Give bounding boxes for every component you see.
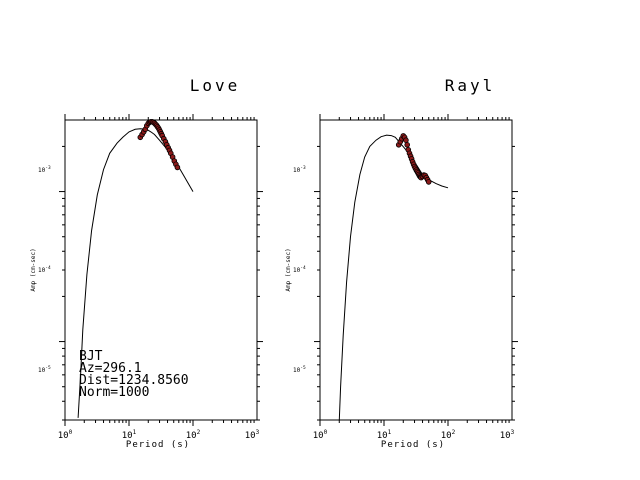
panel-title-love: Love (190, 76, 241, 95)
observed-point (425, 179, 432, 185)
y-tick-label-1e-5: 10-5 (293, 365, 306, 374)
x-tick-label-0: 100 (58, 429, 73, 441)
y-tick-label-1e-3: 10-3 (293, 165, 306, 174)
model-curve (338, 134, 449, 421)
y-axis-label: Amp (cm-sec) (30, 248, 37, 291)
y-tick-label-1e-4: 10-4 (293, 265, 306, 274)
observed-point (174, 164, 181, 171)
distance-text: Dist=1234.8560 (79, 373, 189, 388)
observed-point (404, 142, 411, 148)
observed-point (403, 137, 409, 144)
azimuth-text: Az=296.1 (79, 361, 142, 376)
x-axis-label: Period (s) (126, 440, 190, 450)
panel-title-rayl: Rayl (445, 76, 496, 95)
rayl-panel: Rayl 100 101 102 103 10-3 10-4 10-5 Peri… (285, 76, 518, 450)
y-tick-label-1e-5: 10-5 (38, 365, 51, 374)
y-axis-label: Amp (cm-sec) (285, 248, 292, 291)
norm-text: Norm=1000 (79, 385, 149, 400)
axis-ticks (314, 114, 518, 426)
x-tick-label-0: 100 (313, 429, 328, 441)
station-name: BJT (79, 349, 103, 364)
x-tick-label-3: 103 (245, 429, 260, 441)
observed-points (137, 119, 181, 171)
observed-points (395, 133, 432, 185)
y-tick-label-1e-4: 10-4 (38, 265, 51, 274)
axis-ticks (59, 114, 263, 426)
model-curve-line (338, 134, 449, 421)
x-axis-label: Period (s) (381, 440, 445, 450)
love-panel: Love 100 101 102 103 10-3 10-4 10-5 Peri… (30, 76, 263, 450)
x-tick-label-3: 103 (500, 429, 515, 441)
y-tick-label-1e-3: 10-3 (38, 165, 51, 174)
